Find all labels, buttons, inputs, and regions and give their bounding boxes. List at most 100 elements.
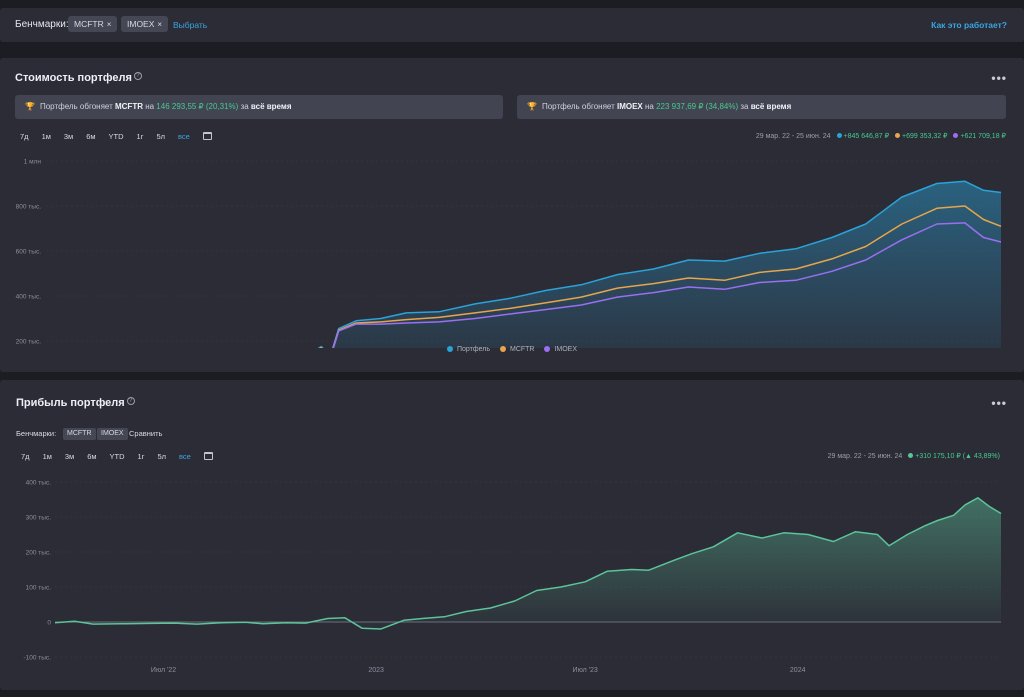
chip-label: MCFTR (74, 19, 104, 29)
date-range: 29 мар. 22 - 25 июн. 24 (755, 133, 831, 140)
legend-portfolio[interactable]: Портфель (445, 346, 492, 353)
range-info: 29 мар. 22 - 25 июн. 24 +310 175,10 ₽ (▲… (828, 452, 1000, 460)
x-tick-label: 2023 (368, 667, 384, 674)
period-all[interactable]: все (178, 132, 190, 141)
choose-benchmark-link[interactable]: Выбрать (173, 20, 208, 30)
banner-text: за (738, 102, 751, 111)
series-line[interactable] (54, 497, 1002, 630)
portfolio-profit-panel: Прибыль портфеля? ••• Бенчмарки: MCFTR I… (0, 380, 1024, 690)
period-5y[interactable]: 5л (156, 132, 166, 141)
y-tick-label: 0 (47, 620, 51, 627)
legend-mcftr[interactable]: MCFTR (498, 346, 537, 353)
benchmark-chip-mcftr[interactable]: MCFTR (63, 428, 96, 440)
period-selector: 7д 1м 3м 6м YTD 1г 5л все (20, 132, 225, 141)
profit-change: +310 175,10 ₽ ( (915, 453, 966, 460)
banner-text: на (642, 102, 657, 111)
period-1m[interactable]: 1м (41, 132, 51, 141)
series-line[interactable] (46, 205, 1002, 348)
period-6m[interactable]: 6м (87, 452, 97, 461)
panel-title: Прибыль портфеля? (16, 397, 135, 409)
close-icon[interactable]: × (106, 20, 112, 29)
benchmark-chip-imoex[interactable]: IMOEX (97, 428, 128, 440)
y-tick-label: 300 тыс. (26, 515, 52, 522)
benchmark-bar: Бенчмарки: MCFTR × IMOEX × Выбрать Как это… (0, 8, 1024, 42)
legend-label: Портфель (457, 346, 491, 353)
banner-period: всё время (250, 102, 292, 111)
date-range: 29 мар. 22 - 25 июн. 24 (827, 453, 903, 460)
y-tick-label: 100 тыс. (26, 585, 52, 592)
y-tick-label: 400 тыс. (16, 294, 42, 301)
profit-change-pct: ▲ 43,89%) (965, 453, 1000, 460)
period-5y[interactable]: 5л (157, 452, 167, 461)
period-6m[interactable]: 6м (86, 132, 96, 141)
benchmarks-label: Бенчмарки: (16, 429, 57, 438)
legend-imoex[interactable]: IMOEX (542, 346, 579, 353)
x-tick-label: Июл '22 (151, 667, 176, 674)
portfolio-change: +845 646,87 ₽ (843, 133, 890, 140)
y-tick-label: 600 тыс. (16, 249, 42, 256)
more-options-icon[interactable]: ••• (991, 71, 1007, 85)
y-tick-label: 1 млн (24, 159, 42, 166)
period-selector: 7д 1м 3м 6м YTD 1г 5л все (21, 452, 226, 461)
period-7d[interactable]: 7д (21, 452, 30, 461)
banner-amount: 223 937,69 ₽ (34,84%) (656, 102, 739, 111)
banner-text: Портфель обгоняет (39, 102, 115, 111)
portfolio-value-panel: Стоимость портфеля? ••• 🏆 Портфель обгоня… (0, 58, 1024, 372)
help-icon[interactable]: ? (126, 397, 135, 405)
imoex-change: +621 709,18 ₽ (960, 133, 1006, 140)
period-ytd[interactable]: YTD (109, 452, 125, 461)
banner-text: Портфель обгоняет (541, 102, 617, 111)
series-line[interactable] (46, 180, 1002, 348)
calendar-icon[interactable] (202, 132, 212, 140)
benchmark-chip-mcftr[interactable]: MCFTR × (68, 16, 118, 32)
outperform-banner-imoex: 🏆 Портфель обгоняет IMOEX на 223 937,69 ₽… (517, 95, 1006, 119)
help-icon[interactable]: ? (133, 72, 142, 80)
period-ytd[interactable]: YTD (108, 132, 124, 141)
compare-button[interactable]: Сравнить (129, 429, 163, 438)
y-tick-label: -100 тыс. (23, 655, 51, 662)
period-all[interactable]: все (179, 452, 191, 461)
period-1y[interactable]: 1г (137, 452, 145, 461)
trophy-icon: 🏆 (25, 102, 35, 111)
close-icon[interactable]: × (157, 20, 163, 29)
legend-label: MCFTR (509, 346, 535, 353)
period-7d[interactable]: 7д (20, 132, 29, 141)
period-3m[interactable]: 3м (64, 452, 75, 461)
legend-label: IMOEX (554, 346, 577, 353)
portfolio-profit-chart[interactable]: -100 тыс. 0 100 тыс. 200 тыс. 300 тыс. 400 ты… (0, 472, 1024, 687)
period-3m[interactable]: 3м (63, 132, 74, 141)
benchmarks-label: Бенчмарки: (15, 19, 69, 30)
imoex-dot (953, 133, 959, 138)
y-tick-label: 400 тыс. (26, 480, 52, 487)
portfolio-value-chart[interactable]: 0200 тыс.400 тыс.600 тыс.800 тыс.1 млнИю… (0, 148, 1024, 348)
panel-title-text: Стоимость портфеля (15, 72, 132, 84)
period-1m[interactable]: 1м (42, 452, 52, 461)
banner-bench: MCFTR (114, 102, 143, 111)
trophy-icon: 🏆 (527, 102, 537, 111)
banner-text: за (238, 102, 251, 111)
x-tick-label: Июл '23 (573, 667, 598, 674)
banner-period: всё время (750, 102, 792, 111)
portfolio-dot (836, 133, 842, 138)
y-tick-label: 800 тыс. (16, 204, 42, 211)
outperform-banner-mcftr: 🏆 Портфель обгоняет MCFTR на 146 293,55 ₽… (15, 95, 503, 119)
y-tick-label: 200 тыс. (16, 339, 42, 346)
banner-bench: IMOEX (616, 102, 643, 111)
chart-legend: Портфель MCFTR IMOEX (0, 346, 1024, 353)
chip-label: IMOEX (127, 19, 155, 29)
mcftr-change: +699 353,32 ₽ (901, 133, 948, 140)
benchmark-chip-imoex[interactable]: IMOEX × (121, 16, 169, 32)
panel-title: Стоимость портфеля? (15, 72, 142, 84)
more-options-icon[interactable]: ••• (991, 396, 1007, 410)
how-it-works-link[interactable]: Как это работает? (931, 20, 1007, 30)
banner-amount: 146 293,55 ₽ (20,31%) (156, 102, 239, 111)
series-area (319, 181, 1001, 348)
period-1y[interactable]: 1г (136, 132, 144, 141)
mcftr-dot (894, 133, 900, 138)
banner-text: на (142, 102, 157, 111)
series-area (55, 497, 1001, 629)
x-tick-label: 2024 (790, 667, 806, 674)
series-line[interactable] (46, 222, 1002, 348)
calendar-icon[interactable] (203, 452, 213, 460)
profit-dot (908, 453, 914, 458)
